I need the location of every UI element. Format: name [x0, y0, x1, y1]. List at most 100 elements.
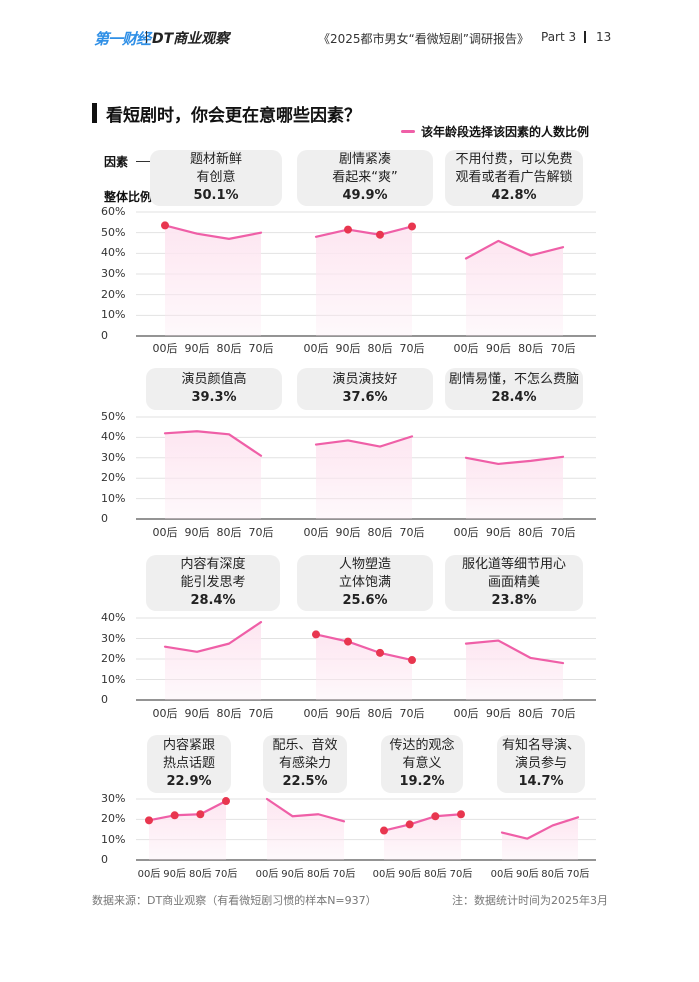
factor-bubble-content: 题材新鲜 有创意 50.1%	[150, 151, 282, 205]
data-point	[344, 225, 352, 234]
page-header: 第一财经 DT商业观察 《2025都市男女“看微短剧”调研报告》 Part 3 …	[0, 0, 699, 70]
factor-bubble-content: 配乐、音效 有感染力 22.5%	[263, 737, 347, 791]
factor-bubble: 演员演技好 37.6%	[297, 368, 433, 410]
y-tick-label: 0	[101, 853, 108, 866]
x-tick-label: 00后	[303, 342, 329, 355]
data-point	[408, 656, 416, 665]
y-tick-label: 30%	[101, 267, 126, 280]
report-title: 《2025都市男女“看微短剧”调研报告》	[318, 32, 529, 46]
factor-label: 传达的观念 有意义	[389, 738, 455, 771]
data-point	[376, 648, 384, 657]
y-tick-label: 0	[101, 512, 108, 525]
x-tick-label: 90后	[281, 869, 305, 880]
x-tick-label: 00后	[152, 707, 178, 720]
factor-label: 有知名导演、 演员参与	[501, 738, 580, 771]
x-tick-label: 70后	[248, 526, 274, 539]
y-tick-label: 30%	[101, 631, 126, 645]
x-tick-label: 80后	[188, 869, 212, 880]
area-fill	[502, 817, 578, 860]
factor-label: 配乐、音效 有感染力	[272, 738, 338, 771]
header-divider	[584, 31, 586, 43]
y-tick-label: 10%	[101, 832, 126, 846]
y-tick-label: 20%	[101, 287, 126, 301]
data-point	[431, 812, 440, 821]
x-tick-label: 00后	[453, 707, 479, 720]
x-tick-label: 70后	[332, 869, 356, 880]
x-tick-label: 90后	[184, 526, 210, 539]
key-overall-label: 整体比例	[104, 190, 153, 204]
key-factor-label: 因素	[104, 155, 129, 169]
series-line	[464, 639, 565, 665]
factor-label: 剧情紧凑 看起来“爽”	[332, 152, 398, 185]
factor-bubble-content: 剧情易懂，不怎么费脑 28.4%	[445, 371, 583, 407]
y-tick-label: 50%	[101, 225, 126, 239]
x-tick-label: 00后	[303, 526, 329, 539]
factor-bubble: 题材新鲜 有创意 50.1%	[150, 150, 282, 206]
data-point	[222, 797, 230, 806]
x-tick-label: 00后	[255, 869, 279, 880]
x-tick-label: 90后	[515, 869, 539, 880]
y-tick-label: 60%	[101, 205, 126, 218]
factor-label: 人物塑造 立体饱满	[338, 557, 391, 590]
x-tick-label: 70后	[248, 342, 274, 355]
overall-percentage: 22.9%	[166, 774, 212, 789]
factor-bubble: 配乐、音效 有感染力 22.5%	[263, 735, 347, 793]
x-tick-label: 70后	[550, 707, 576, 720]
factor-label: 内容有深度 能引发思考	[180, 557, 246, 590]
x-tick-label: 90后	[485, 526, 511, 539]
factor-bubble: 内容有深度 能引发思考 28.4%	[146, 555, 280, 611]
x-tick-label: 70后	[399, 707, 425, 720]
x-tick-label: 80后	[367, 526, 393, 539]
x-tick-label: 00后	[152, 342, 178, 355]
series-line	[500, 816, 580, 840]
y-tick-label: 0	[101, 329, 108, 342]
factor-label: 演员颜值高	[181, 372, 247, 387]
data-point	[145, 816, 153, 825]
x-tick-label: 70后	[449, 869, 473, 880]
footnote: 注：数据统计时间为2025年3月	[452, 894, 608, 907]
factor-label: 内容紧跟 热点话题	[162, 738, 215, 771]
area-fill	[384, 814, 461, 860]
overall-percentage: 19.2%	[399, 774, 445, 789]
y-tick-label: 0	[101, 693, 108, 706]
series-line	[314, 435, 414, 448]
overall-percentage: 49.9%	[342, 188, 388, 203]
overall-percentage: 22.5%	[282, 774, 328, 789]
x-tick-label: 80后	[423, 869, 447, 880]
factor-bubble-content: 人物塑造 立体饱满 25.6%	[297, 556, 433, 610]
factor-bubble: 剧情易懂，不怎么费脑 28.4%	[445, 368, 583, 410]
factor-bubble: 内容紧跟 热点话题 22.9%	[147, 735, 231, 793]
data-source: 数据来源：DT商业观察（有看微短剧习惯的样本N=937）	[92, 894, 377, 907]
data-point	[196, 810, 205, 819]
x-tick-label: 80后	[306, 869, 330, 880]
y-tick-label: 10%	[101, 672, 126, 686]
overall-percentage: 14.7%	[518, 774, 564, 789]
y-tick-label: 20%	[101, 471, 126, 485]
title-accent-bar	[92, 103, 97, 123]
x-tick-label: 80后	[216, 526, 242, 539]
x-tick-label: 90后	[184, 342, 210, 355]
x-tick-label: 00后	[137, 869, 161, 880]
area-fill	[316, 436, 412, 519]
x-tick-label: 70后	[550, 526, 576, 539]
x-tick-label: 00后	[453, 526, 479, 539]
factor-bubble-content: 演员演技好 37.6%	[297, 371, 433, 407]
x-tick-label: 80后	[518, 342, 544, 355]
x-tick-label: 70后	[214, 869, 238, 880]
x-tick-label: 00后	[303, 707, 329, 720]
y-tick-label: 40%	[101, 611, 126, 624]
logo-divider	[146, 31, 147, 43]
y-tick-label: 30%	[101, 792, 126, 805]
series-line	[147, 799, 228, 822]
series-line	[314, 225, 414, 238]
area-fill	[466, 456, 563, 519]
overall-percentage: 42.8%	[491, 188, 537, 203]
y-tick-label: 10%	[101, 308, 126, 322]
chart-title: 看短剧时，你会更在意哪些因素？	[106, 106, 361, 126]
factor-bubble-content: 传达的观念 有意义 19.2%	[381, 737, 463, 791]
factor-bubble-content: 内容有深度 能引发思考 28.4%	[146, 556, 280, 610]
factor-label: 服化道等细节用心 画面精美	[461, 557, 566, 590]
x-tick-label: 00后	[453, 342, 479, 355]
factor-bubble: 不用付费，可以免费 观看或者看广告解锁 42.8%	[445, 150, 583, 206]
series-line	[163, 224, 263, 240]
